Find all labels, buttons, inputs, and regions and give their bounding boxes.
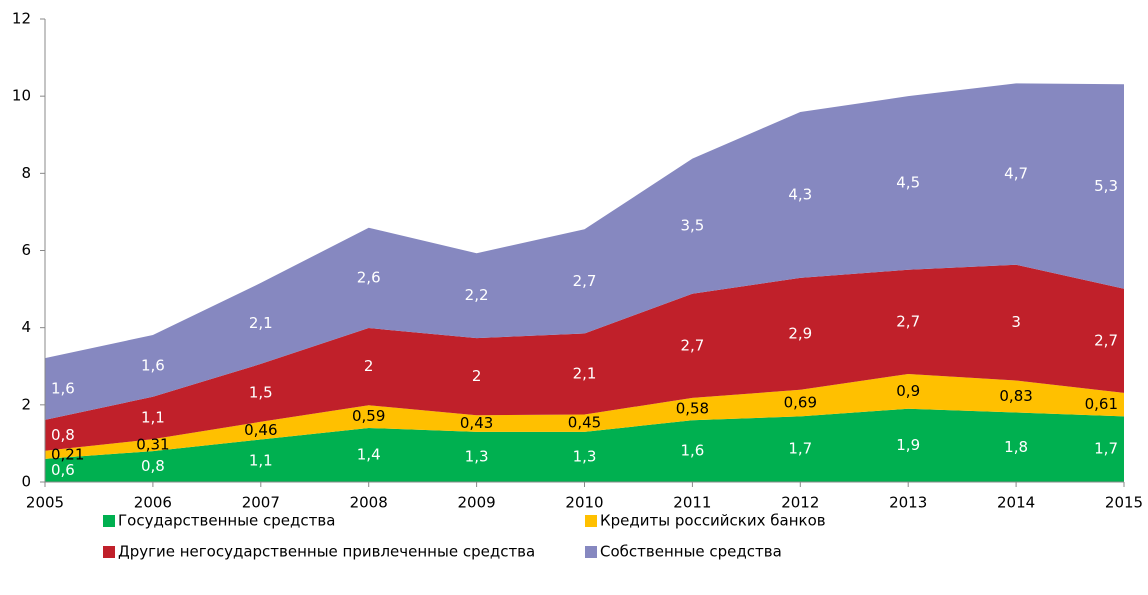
y-tick-label: 12 — [12, 10, 31, 28]
y-tick-label: 2 — [21, 395, 31, 413]
data-label: 2,7 — [573, 272, 597, 290]
y-tick-label: 10 — [12, 87, 31, 105]
x-tick-label: 2010 — [565, 494, 603, 512]
data-label: 1,8 — [1004, 438, 1028, 456]
data-label: 1,7 — [1094, 440, 1118, 458]
data-label: 3,5 — [680, 217, 704, 235]
data-label: 2,1 — [573, 364, 597, 382]
y-tick-label: 6 — [21, 241, 31, 259]
data-label: 0,31 — [136, 436, 169, 454]
data-label: 1,6 — [51, 380, 75, 398]
data-label: 2,6 — [357, 268, 381, 286]
data-label: 1,3 — [465, 447, 489, 465]
data-label: 0,46 — [244, 421, 277, 439]
legend-label: Кредиты российских банков — [600, 512, 826, 530]
data-label: 1,3 — [573, 447, 597, 465]
legend-swatch — [103, 515, 115, 527]
data-label: 3 — [1011, 313, 1021, 331]
data-label: 0,9 — [896, 382, 920, 400]
x-tick-label: 2006 — [134, 494, 172, 512]
x-tick-label: 2007 — [242, 494, 280, 512]
data-label: 1,1 — [141, 408, 165, 426]
data-label: 2 — [364, 357, 374, 375]
area — [45, 264, 1124, 451]
legend-swatch — [103, 546, 115, 558]
data-label: 1,1 — [249, 451, 273, 469]
data-label: 2,9 — [788, 324, 812, 342]
data-label: 2,1 — [249, 314, 273, 332]
data-label: 2,7 — [896, 312, 920, 330]
legend-swatch — [585, 515, 597, 527]
data-label: 4,7 — [1004, 165, 1028, 183]
x-tick-label: 2012 — [781, 494, 819, 512]
data-label: 0,59 — [352, 407, 385, 425]
data-label: 0,8 — [51, 426, 75, 444]
x-tick-label: 2005 — [26, 494, 64, 512]
area — [45, 408, 1124, 482]
x-tick-label: 2014 — [997, 494, 1035, 512]
data-label: 0,43 — [460, 414, 493, 432]
data-label: 2 — [472, 367, 482, 385]
x-tick-label: 2011 — [673, 494, 711, 512]
data-label: 0,6 — [51, 461, 75, 479]
x-tick-label: 2013 — [889, 494, 927, 512]
data-label: 1,6 — [141, 356, 165, 374]
legend-label: Собственные средства — [600, 543, 782, 561]
legend-label: Другие негосударственные привлеченные ср… — [118, 543, 535, 561]
data-label: 1,9 — [896, 436, 920, 454]
data-label: 0,8 — [141, 457, 165, 475]
data-label: 1,4 — [357, 445, 381, 463]
data-label: 4,5 — [896, 173, 920, 191]
data-label: 2,7 — [680, 336, 704, 354]
area — [45, 373, 1124, 459]
data-label: 1,6 — [680, 442, 704, 460]
y-tick-label: 4 — [21, 318, 31, 336]
data-label: 1,7 — [788, 440, 812, 458]
data-label: 1,5 — [249, 383, 273, 401]
data-label: 0,45 — [568, 414, 601, 432]
data-label: 4,3 — [788, 185, 812, 203]
legend-label: Государственные средства — [118, 512, 335, 530]
data-label: 0,21 — [51, 445, 84, 463]
x-tick-label: 2009 — [458, 494, 496, 512]
data-label: 0,69 — [784, 394, 817, 412]
data-label: 0,61 — [1085, 395, 1118, 413]
area — [45, 83, 1124, 420]
legend-swatch — [585, 546, 597, 558]
y-tick-label: 0 — [21, 473, 31, 491]
data-label: 0,58 — [676, 400, 709, 418]
data-label: 0,83 — [999, 387, 1032, 405]
y-tick-label: 8 — [21, 164, 31, 182]
x-tick-label: 2008 — [350, 494, 388, 512]
data-label: 2,2 — [465, 286, 489, 304]
data-label: 2,7 — [1094, 331, 1118, 349]
data-label: 5,3 — [1094, 177, 1118, 195]
x-tick-label: 2015 — [1105, 494, 1143, 512]
